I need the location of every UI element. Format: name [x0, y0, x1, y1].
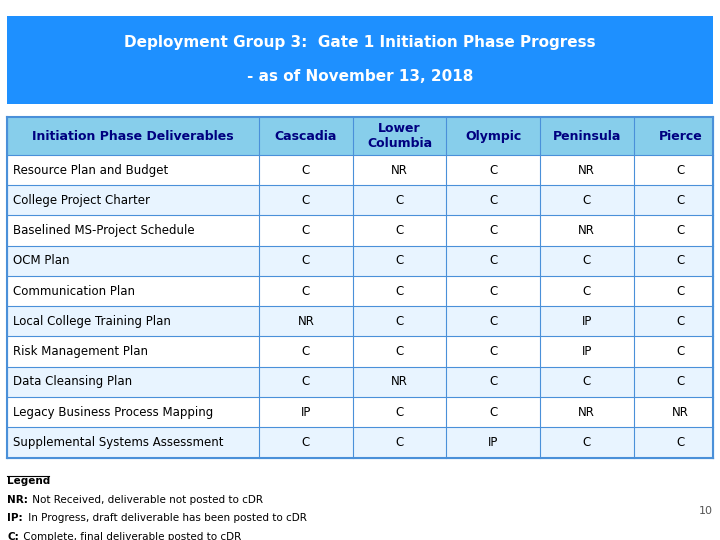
- Text: C: C: [302, 375, 310, 388]
- FancyBboxPatch shape: [7, 185, 713, 215]
- Text: C: C: [395, 224, 404, 237]
- FancyBboxPatch shape: [7, 397, 713, 427]
- Text: C: C: [676, 375, 685, 388]
- Text: Lower
Columbia: Lower Columbia: [367, 122, 432, 150]
- Text: Resource Plan and Budget: Resource Plan and Budget: [13, 164, 168, 177]
- FancyBboxPatch shape: [7, 117, 713, 155]
- Text: IP: IP: [301, 406, 311, 419]
- Text: C: C: [395, 406, 404, 419]
- Text: Communication Plan: Communication Plan: [13, 285, 135, 298]
- Text: C: C: [582, 285, 591, 298]
- Text: C: C: [395, 436, 404, 449]
- Text: C: C: [489, 254, 498, 267]
- FancyBboxPatch shape: [7, 336, 713, 367]
- Text: Complete, final deliverable posted to cDR: Complete, final deliverable posted to cD…: [20, 532, 241, 540]
- Text: C: C: [302, 254, 310, 267]
- Text: Legend: Legend: [7, 476, 50, 486]
- Text: NR: NR: [672, 406, 689, 419]
- Text: C: C: [489, 315, 498, 328]
- Text: Deployment Group 3:  Gate 1 Initiation Phase Progress: Deployment Group 3: Gate 1 Initiation Ph…: [124, 35, 596, 50]
- FancyBboxPatch shape: [7, 155, 713, 185]
- FancyBboxPatch shape: [7, 306, 713, 336]
- Text: C: C: [395, 285, 404, 298]
- Text: C: C: [302, 285, 310, 298]
- Text: C: C: [489, 285, 498, 298]
- Text: C: C: [582, 436, 591, 449]
- Text: IP: IP: [582, 315, 592, 328]
- Text: NR:: NR:: [7, 495, 28, 504]
- FancyBboxPatch shape: [7, 215, 713, 246]
- Text: C: C: [582, 194, 591, 207]
- Text: C: C: [395, 194, 404, 207]
- Text: NR: NR: [297, 315, 315, 328]
- Text: C: C: [489, 345, 498, 358]
- Text: OCM Plan: OCM Plan: [13, 254, 69, 267]
- Text: C: C: [676, 254, 685, 267]
- Text: C: C: [302, 436, 310, 449]
- FancyBboxPatch shape: [7, 276, 713, 306]
- Text: Initiation Phase Deliverables: Initiation Phase Deliverables: [32, 130, 234, 143]
- Text: Not Received, deliverable not posted to cDR: Not Received, deliverable not posted to …: [29, 495, 263, 504]
- Text: C: C: [395, 345, 404, 358]
- Text: C: C: [395, 254, 404, 267]
- Text: Data Cleansing Plan: Data Cleansing Plan: [13, 375, 132, 388]
- Text: IP: IP: [582, 345, 592, 358]
- Text: Baselined MS-Project Schedule: Baselined MS-Project Schedule: [13, 224, 194, 237]
- FancyBboxPatch shape: [7, 246, 713, 276]
- Text: Supplemental Systems Assessment: Supplemental Systems Assessment: [13, 436, 223, 449]
- Text: C: C: [676, 194, 685, 207]
- Text: Olympic: Olympic: [465, 130, 521, 143]
- Text: College Project Charter: College Project Charter: [13, 194, 150, 207]
- Text: Pierce: Pierce: [659, 130, 702, 143]
- Text: C: C: [489, 375, 498, 388]
- Text: NR: NR: [578, 406, 595, 419]
- Text: C: C: [302, 345, 310, 358]
- Text: In Progress, draft deliverable has been posted to cDR: In Progress, draft deliverable has been …: [25, 514, 307, 523]
- Text: C: C: [489, 194, 498, 207]
- Text: NR: NR: [578, 164, 595, 177]
- Text: C: C: [676, 164, 685, 177]
- Text: NR: NR: [391, 375, 408, 388]
- FancyBboxPatch shape: [7, 427, 713, 457]
- Text: NR: NR: [578, 224, 595, 237]
- Text: C: C: [302, 194, 310, 207]
- Text: C:: C:: [7, 532, 19, 540]
- Text: C: C: [676, 224, 685, 237]
- FancyBboxPatch shape: [7, 16, 713, 104]
- Text: C: C: [302, 164, 310, 177]
- Text: Cascadia: Cascadia: [275, 130, 337, 143]
- Text: C: C: [676, 345, 685, 358]
- Text: C: C: [489, 164, 498, 177]
- Text: C: C: [395, 315, 404, 328]
- Text: IP:: IP:: [7, 514, 23, 523]
- Text: C: C: [302, 224, 310, 237]
- Text: IP: IP: [488, 436, 498, 449]
- Text: Peninsula: Peninsula: [553, 130, 621, 143]
- Text: C: C: [676, 315, 685, 328]
- Text: - as of November 13, 2018: - as of November 13, 2018: [247, 69, 473, 84]
- Text: C: C: [582, 254, 591, 267]
- Text: Local College Training Plan: Local College Training Plan: [13, 315, 171, 328]
- FancyBboxPatch shape: [7, 367, 713, 397]
- Text: NR: NR: [391, 164, 408, 177]
- Text: C: C: [489, 224, 498, 237]
- Text: C: C: [676, 285, 685, 298]
- Text: Risk Management Plan: Risk Management Plan: [13, 345, 148, 358]
- Text: C: C: [582, 375, 591, 388]
- Text: C: C: [676, 436, 685, 449]
- Text: C: C: [489, 406, 498, 419]
- Text: Legacy Business Process Mapping: Legacy Business Process Mapping: [13, 406, 213, 419]
- Text: 10: 10: [699, 507, 713, 516]
